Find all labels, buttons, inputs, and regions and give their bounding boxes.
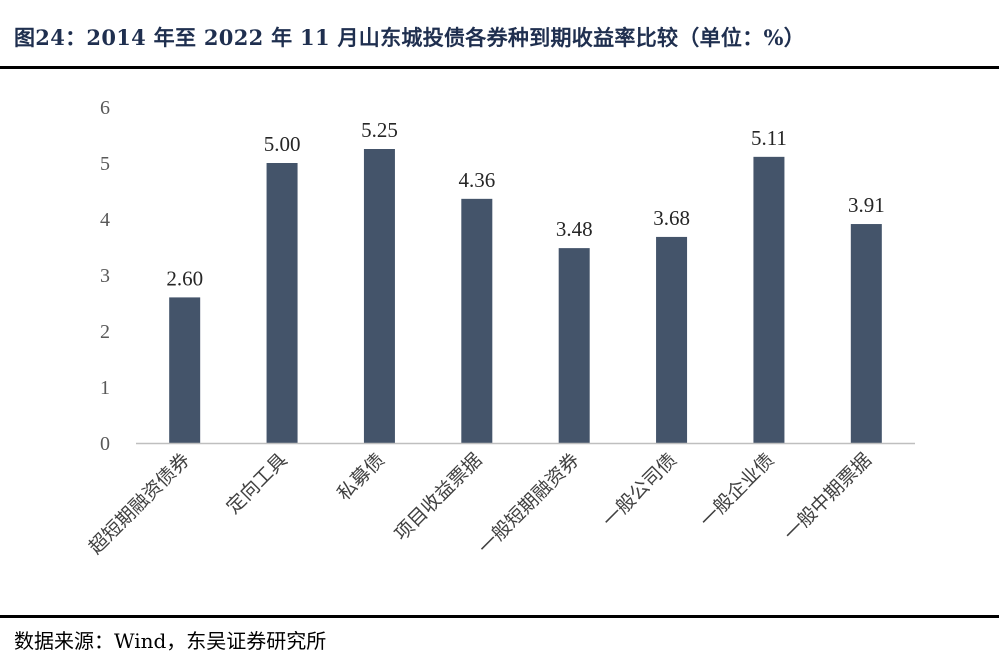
category-label: 私募债	[333, 449, 389, 505]
data-label: 5.25	[361, 118, 398, 142]
data-label: 4.36	[458, 168, 495, 192]
y-tick-label: 3	[100, 265, 110, 287]
data-label: 3.48	[556, 217, 593, 241]
data-label: 5.00	[264, 132, 301, 156]
bar	[461, 198, 493, 443]
y-tick-label: 6	[100, 97, 110, 119]
bar	[558, 248, 590, 443]
data-label: 5.11	[751, 126, 787, 150]
top-rule	[0, 66, 999, 69]
bar	[656, 236, 688, 443]
bar	[169, 297, 201, 443]
y-tick-label: 0	[100, 433, 110, 455]
bar	[266, 163, 298, 443]
category-label: 一般企业债	[696, 449, 779, 532]
category-label: 定向工具	[222, 449, 291, 518]
data-label: 3.91	[848, 193, 885, 217]
data-label: 3.68	[653, 206, 690, 230]
data-label: 2.60	[166, 266, 203, 290]
category-label: 一般中期票据	[780, 449, 876, 545]
bottom-rule	[0, 615, 999, 618]
category-label: 一般公司债	[598, 449, 681, 532]
chart-title: 图24：2014 年至 2022 年 11 月山东城投债各券种到期收益率比较（单…	[14, 25, 806, 50]
bar	[753, 156, 785, 443]
source-note: 数据来源：Wind，东吴证券研究所	[14, 629, 327, 653]
y-tick-label: 2	[100, 321, 110, 343]
bar	[363, 149, 395, 443]
category-label: 一般短期融资券	[474, 449, 584, 559]
y-tick-label: 5	[100, 153, 110, 175]
y-tick-label: 4	[100, 209, 110, 231]
bar	[850, 224, 882, 443]
y-tick-label: 1	[100, 377, 110, 399]
category-label: 项目收益票据	[390, 449, 486, 545]
category-label: 超短期融资债券	[85, 449, 195, 559]
bar-chart: 0 1 2 3 4 5 6 2.60 超短期融资债券 5.00 定向工具 5.25 私募债 4.36 项目收…	[85, 97, 915, 559]
